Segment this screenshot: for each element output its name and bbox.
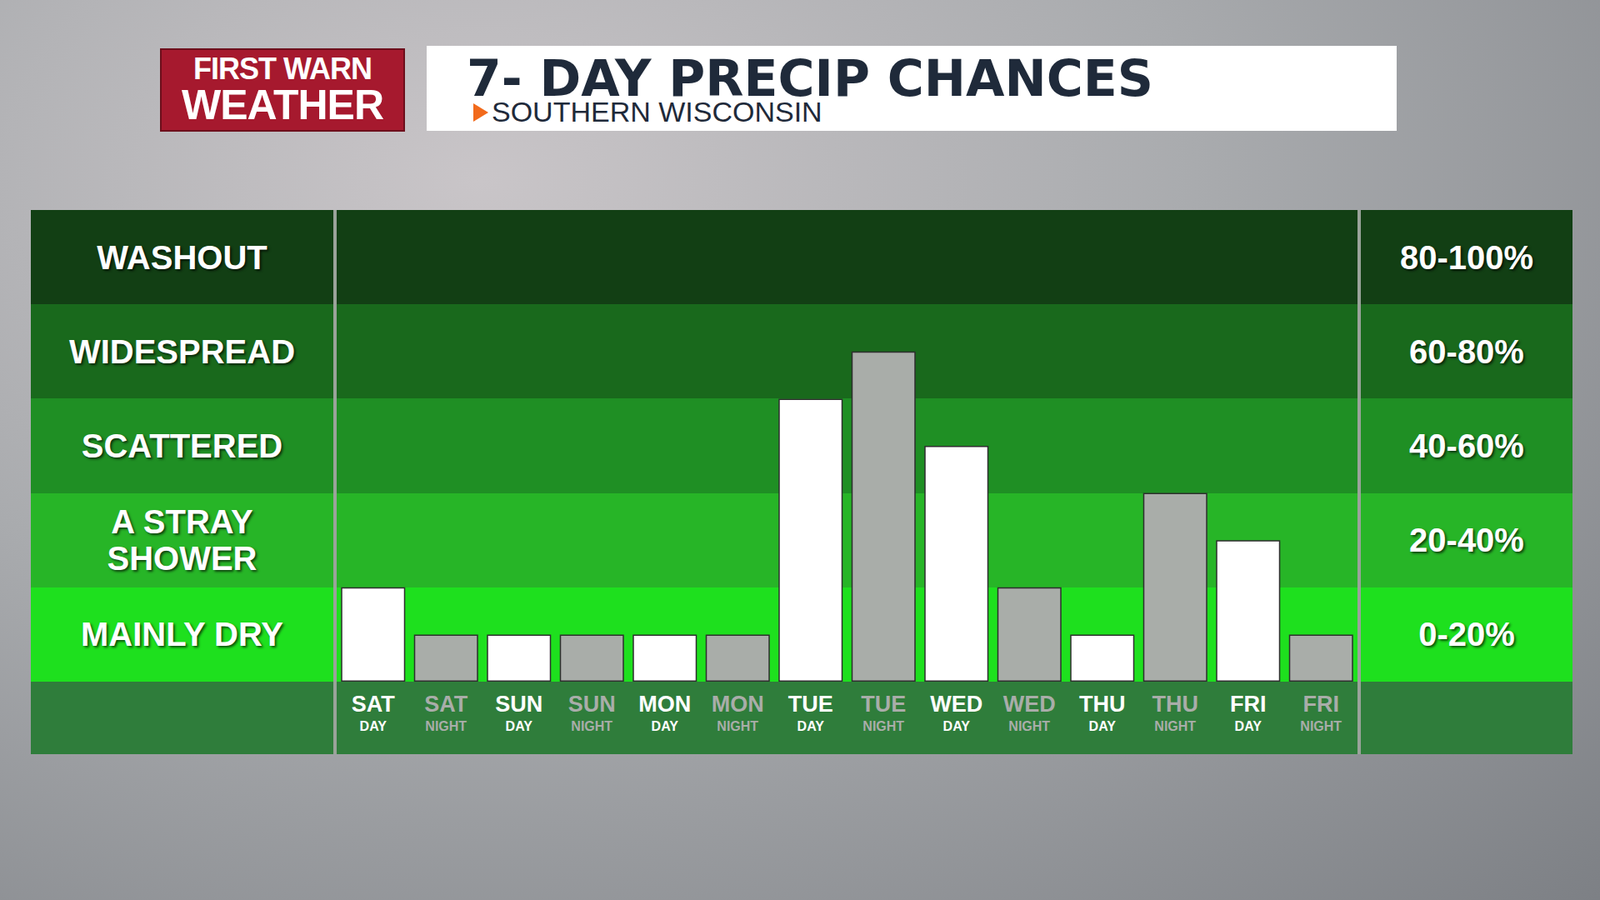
svg-text:THU: THU: [1152, 691, 1200, 717]
svg-text:THU: THU: [1079, 691, 1126, 717]
svg-text:SAT: SAT: [351, 691, 396, 717]
svg-text:NIGHT: NIGHT: [716, 719, 759, 734]
html-text:FIRST WARN: FIRST WARN: [193, 51, 372, 86]
html-text:20-40%: 20-40%: [1409, 521, 1525, 559]
svg-text:DAY: DAY: [360, 719, 388, 734]
html-text:40-60%: 40-60%: [1409, 427, 1525, 465]
svg-text:MON: MON: [638, 691, 691, 717]
html-text:A STRAY SHOWER: A STRAY SHOWER: [107, 503, 258, 577]
html-text:0-20%: 0-20%: [1418, 616, 1515, 653]
svg-text:NIGHT: NIGHT: [425, 719, 467, 734]
svg-text:NIGHT: NIGHT: [1154, 719, 1196, 734]
svg-text:SUN: SUN: [568, 691, 616, 717]
svg-text:NIGHT: NIGHT: [1008, 719, 1050, 734]
svg-text:DAY: DAY: [651, 719, 680, 734]
svg-text:WED: WED: [930, 691, 983, 717]
svg-text:NIGHT: NIGHT: [862, 719, 905, 734]
html-text:80-100%: 80-100%: [1399, 238, 1534, 276]
html-text:WIDESPREAD: WIDESPREAD: [69, 333, 296, 370]
svg-text:DAY: DAY: [1235, 719, 1263, 734]
svg-text:DAY: DAY: [1089, 719, 1117, 734]
svg-text:NIGHT: NIGHT: [1300, 719, 1342, 734]
svg-text:MON: MON: [711, 691, 765, 717]
svg-text:SUN: SUN: [495, 691, 543, 717]
svg-text:SAT: SAT: [424, 691, 469, 717]
html-text:SCATTERED: SCATTERED: [81, 427, 283, 465]
html-text:7- DAY PRECIP CHANCES: 7- DAY PRECIP CHANCES: [466, 49, 1154, 108]
svg-text:NIGHT: NIGHT: [570, 719, 613, 734]
svg-text:FRI: FRI: [1303, 691, 1340, 717]
svg-text:DAY: DAY: [505, 719, 534, 734]
html-text:WEATHER: WEATHER: [181, 81, 384, 129]
html-text:WASHOUT: WASHOUT: [96, 238, 268, 276]
svg-text:TUE: TUE: [788, 691, 834, 717]
svg-text:DAY: DAY: [797, 719, 825, 734]
svg-text:WED: WED: [1003, 691, 1056, 717]
html-text:MAINLY DRY: MAINLY DRY: [80, 616, 284, 653]
svg-text:TUE: TUE: [860, 691, 906, 717]
html-text:60-80%: 60-80%: [1409, 333, 1525, 370]
html-text:SOUTHERN WISCONSIN: SOUTHERN WISCONSIN: [491, 95, 823, 128]
svg-text:FRI: FRI: [1230, 691, 1267, 717]
svg-text:DAY: DAY: [943, 719, 971, 734]
